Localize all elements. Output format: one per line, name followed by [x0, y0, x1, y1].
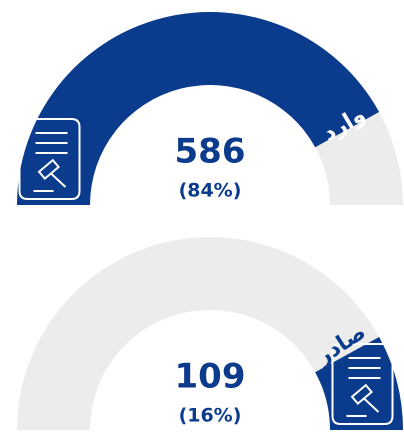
gavel-handle	[49, 172, 67, 188]
gauge-track	[17, 237, 403, 430]
gauge-value: 109	[175, 357, 246, 397]
gauge-share: (84%)	[179, 180, 242, 202]
doc-icon	[18, 118, 81, 200]
doc-icon	[331, 343, 394, 425]
gauge-fill	[315, 337, 403, 430]
gauge-fill	[17, 11, 380, 206]
gavel-handle	[362, 397, 380, 413]
gauge-value: 586	[175, 132, 246, 172]
gauge-share: (16%)	[179, 405, 242, 427]
